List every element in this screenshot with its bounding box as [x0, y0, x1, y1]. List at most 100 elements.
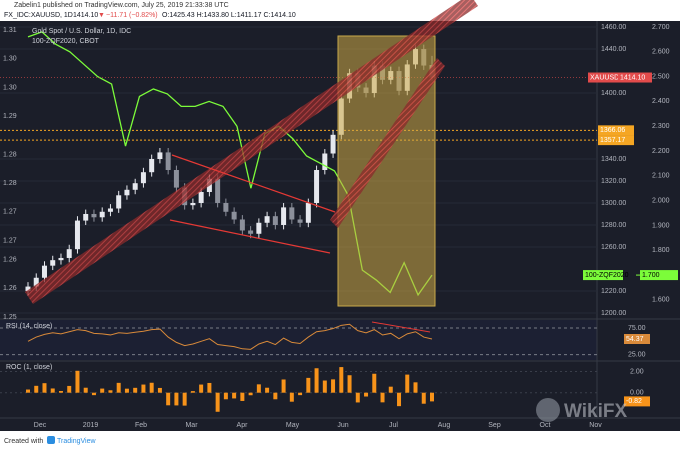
- candle-body: [41, 265, 47, 278]
- roc-bar: [58, 391, 63, 393]
- left-tick-label: 1.29: [3, 113, 17, 120]
- left-tick-label: 1.31: [3, 27, 17, 34]
- roc-bar: [289, 392, 294, 402]
- y2-tick-label: 1.900: [652, 222, 670, 229]
- y-tick-label: 1300.00: [601, 200, 626, 207]
- roc-bar: [256, 384, 261, 393]
- candle-body: [256, 222, 262, 234]
- price-tag: [598, 135, 634, 146]
- roc-bar: [100, 388, 105, 393]
- footer-brand: TradingView: [57, 438, 96, 445]
- last: 1414.10: [73, 12, 98, 19]
- rsi-pane: [0, 320, 597, 360]
- footer-created: Created with: [4, 438, 43, 445]
- candle-body: [91, 213, 97, 218]
- x-tick-label: Oct: [540, 422, 551, 429]
- y-tick-label: 1440.00: [601, 46, 626, 53]
- roc-bar: [223, 392, 228, 400]
- price-tag: [598, 125, 634, 136]
- watermark-text: WikiFX: [564, 401, 627, 422]
- roc-bar: [174, 392, 179, 406]
- roc-bar: [388, 386, 393, 393]
- roc-bar: [397, 392, 402, 407]
- x-tick-label: Dec: [34, 422, 47, 429]
- y2-tick-label: 2.200: [652, 148, 670, 155]
- y2-tick-label: 2.400: [652, 98, 670, 105]
- roc-bar: [207, 382, 212, 393]
- y-tick-label: 1260.00: [601, 244, 626, 251]
- left-tick-label: 1.27: [3, 237, 17, 244]
- wedge-line: [169, 219, 331, 254]
- x-tick-label: Sep: [488, 422, 501, 429]
- roc-bar: [331, 379, 336, 393]
- y2-tick-label: 2.100: [652, 173, 670, 180]
- roc-bar: [430, 392, 434, 402]
- watermark-icon: [536, 398, 560, 422]
- candle-body: [99, 211, 105, 218]
- roc-bar: [182, 392, 187, 406]
- roc-bar: [157, 387, 162, 393]
- y-tick-label: 0.00: [630, 390, 644, 397]
- candle-body: [25, 286, 31, 291]
- roc-bar: [355, 392, 360, 403]
- x-tick-label: Jul: [389, 422, 398, 429]
- series-name-tag: [583, 270, 623, 281]
- roc-bar: [42, 383, 47, 393]
- candle-body: [198, 191, 204, 203]
- symbol: FX_IDC:XAUUSD, 1D: [4, 12, 73, 19]
- roc-bar: [116, 382, 121, 393]
- roc-bar: [298, 392, 303, 396]
- candle-body: [107, 208, 113, 212]
- candle-body: [264, 216, 270, 223]
- roc-bar: [34, 385, 39, 393]
- candle-body: [215, 178, 221, 203]
- y-tick-label: 1320.00: [601, 178, 626, 185]
- roc-bar: [281, 379, 286, 393]
- candle-body: [173, 170, 179, 188]
- roc-bar: [133, 387, 138, 393]
- roc-bar: [405, 374, 410, 393]
- candle-body: [132, 183, 138, 190]
- y2-tick-label: 2.700: [652, 24, 670, 31]
- x-tick-label: May: [286, 422, 300, 429]
- roc-bar: [124, 388, 129, 393]
- price-tag-label: 1366.06: [600, 127, 625, 134]
- change: −11.71 (−0.82%): [106, 12, 158, 19]
- left-tick-label: 1.28: [3, 151, 17, 158]
- roc-bar: [190, 391, 195, 393]
- price-tag: [624, 396, 650, 407]
- roc-bar: [347, 375, 352, 393]
- y2-tick-label: 2.500: [652, 73, 670, 80]
- wedge-line: [171, 154, 336, 213]
- rsi-divergence: [371, 321, 431, 333]
- roc-bar: [149, 382, 154, 393]
- overlay-title: 100-ZQF2020, CBOT: [32, 38, 100, 45]
- candle-body: [297, 219, 303, 223]
- plot: 1460.00 1440.00 1400.00 1340.00 1320.00 1300.…: [0, 24, 678, 429]
- candle-body: [33, 277, 39, 287]
- series-name: 100-ZQF2020: [585, 272, 629, 279]
- candle-body: [239, 219, 245, 231]
- y-tick-label: 1220.00: [601, 288, 626, 295]
- price-tag-label: 1.700: [642, 272, 660, 279]
- roc-bar: [421, 392, 426, 404]
- left-tick-label: 1.25: [3, 314, 17, 321]
- roc-bar: [199, 384, 204, 393]
- x-tick-label: Jun: [337, 422, 348, 429]
- candle-body: [74, 220, 80, 250]
- y2-tick-label: 2.600: [652, 49, 670, 56]
- roc-bar: [380, 392, 385, 403]
- candle-body: [281, 207, 287, 225]
- roc-bar: [413, 382, 418, 393]
- price-tag: [624, 334, 650, 345]
- roc-bar: [265, 387, 270, 393]
- price-tag: [640, 270, 678, 281]
- last-price-name-tag: [588, 72, 618, 83]
- roc-bar: [339, 367, 344, 393]
- roc-bar: [141, 384, 146, 393]
- y-tick-label: 1400.00: [601, 90, 626, 97]
- y-tick-label: 1200.00: [601, 310, 626, 317]
- candle-body: [58, 257, 64, 261]
- candle-body: [248, 230, 254, 234]
